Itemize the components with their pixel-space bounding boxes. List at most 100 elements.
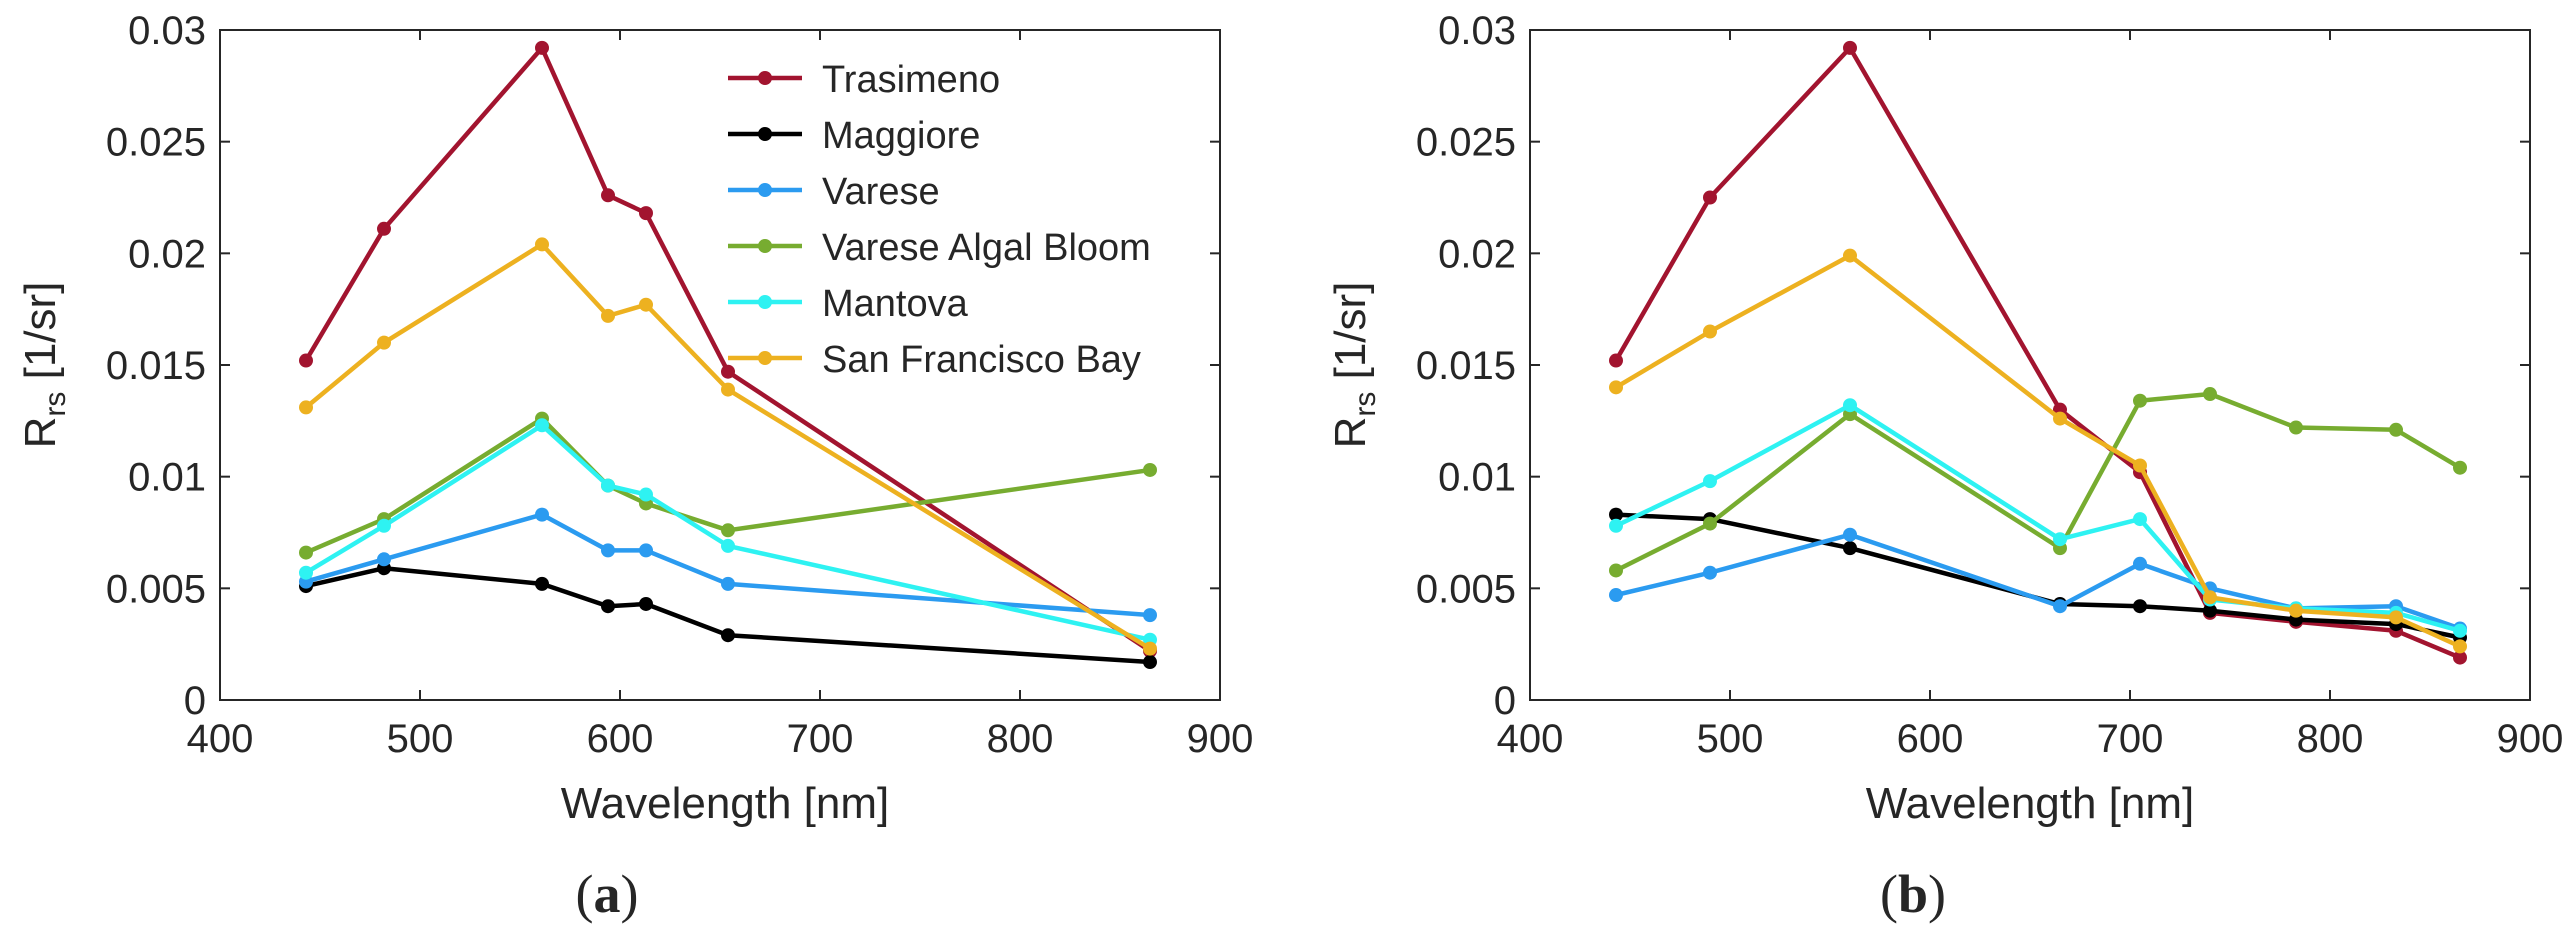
data-point [377,552,391,567]
data-point [639,487,653,502]
x-tick-label: 800 [987,717,1054,761]
x-tick-label: 800 [2297,717,2364,761]
data-point [639,543,653,558]
x-tick-label: 500 [1697,717,1764,761]
data-point [2389,422,2403,437]
x-tick-label: 400 [1497,717,1564,761]
data-point [377,518,391,533]
data-point [2133,556,2147,571]
y-tick-label: 0 [184,679,206,723]
y-tick-label: 0.025 [106,121,206,165]
legend-marker [758,351,772,365]
data-point [721,576,735,591]
data-point [721,382,735,397]
data-point [1843,248,1857,263]
y-tick-label: 0.02 [1438,232,1516,276]
data-point [1703,516,1717,531]
data-point [2389,610,2403,625]
data-point [639,297,653,312]
data-point [299,400,313,415]
data-point [2453,650,2467,665]
data-point [299,545,313,560]
x-axis-label: Wavelength [nm] [561,779,890,828]
data-point [299,565,313,580]
y-axis-label: Rrs [1/sr] [16,282,72,449]
data-point [2053,411,2067,426]
legend-marker [758,183,772,197]
caption-b: (b) [1880,864,1946,924]
legend-marker [758,127,772,141]
chart-panel-a: 400 500 600 700 800 900 0 0.005 0.01 0.015 0.02 0.0… [16,9,1253,828]
x-tick-label: 700 [787,717,854,761]
x-tick-label: 600 [1897,717,1964,761]
data-point [639,596,653,611]
data-point [1843,398,1857,413]
data-point [721,538,735,553]
caption-a: (a) [576,864,639,924]
data-point [1843,541,1857,556]
data-point [2203,387,2217,402]
data-point [2203,590,2217,605]
chart-panel-b: 400 500 600 700 800 900 0 0.005 0.01 0.015 0.02 0.0… [1326,9,2563,828]
legend-marker [758,295,772,309]
data-point [1143,462,1157,477]
y-axis-label: Rrs [1/sr] [1326,282,1382,449]
data-point [1703,324,1717,339]
data-point [1609,380,1623,395]
data-point [377,221,391,236]
data-point [601,543,615,558]
x-tick-label: 400 [187,717,254,761]
data-point [535,237,549,252]
y-tick-label: 0.025 [1416,121,1516,165]
legend-marker [758,71,772,85]
y-tick-label: 0 [1494,679,1516,723]
y-axis-label-main: R [1326,417,1375,449]
y-axis-label-main: R [16,417,65,449]
data-point [601,308,615,323]
legend-label: Varese [822,171,940,213]
y-tick-label: 0.005 [1416,567,1516,611]
legend-label: Trasimeno [822,59,1000,101]
data-point [2133,458,2147,473]
data-point [2453,623,2467,638]
data-point [535,418,549,433]
data-point [2203,603,2217,618]
data-point [601,188,615,203]
legend-label: Varese Algal Bloom [822,227,1151,269]
data-point [1703,565,1717,580]
y-axis-label-unit: [1/sr] [16,282,65,392]
data-point [535,576,549,591]
data-point [1843,527,1857,542]
data-point [721,628,735,643]
data-point [721,364,735,379]
y-axis-label-subscript: rs [39,392,72,417]
data-point [601,478,615,493]
y-tick-label: 0.005 [106,567,206,611]
y-tick-label: 0.01 [1438,456,1516,500]
data-point [2133,393,2147,408]
data-point [1703,190,1717,205]
data-point [1143,655,1157,670]
legend-label: Mantova [822,283,969,325]
data-point [1143,641,1157,656]
data-point [2453,460,2467,475]
y-axis-label-unit: [1/sr] [1326,282,1375,392]
y-tick-label: 0.01 [128,456,206,500]
x-tick-label: 900 [1187,717,1254,761]
data-point [2133,599,2147,614]
x-tick-label: 900 [2497,717,2564,761]
data-point [535,507,549,522]
data-point [2289,603,2303,618]
data-point [2133,512,2147,527]
data-point [1843,40,1857,55]
data-point [1703,474,1717,489]
y-axis-label-subscript: rs [1349,392,1382,417]
data-point [535,40,549,55]
data-point [1609,353,1623,368]
data-point [721,523,735,538]
legend-label: Maggiore [822,115,980,157]
data-point [1609,563,1623,578]
data-point [1609,588,1623,603]
x-tick-label: 700 [2097,717,2164,761]
